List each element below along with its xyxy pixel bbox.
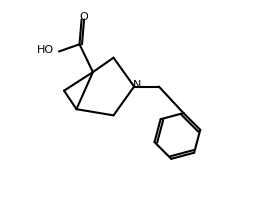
Text: N: N xyxy=(133,81,141,90)
Text: HO: HO xyxy=(37,46,54,55)
Text: O: O xyxy=(80,12,88,22)
